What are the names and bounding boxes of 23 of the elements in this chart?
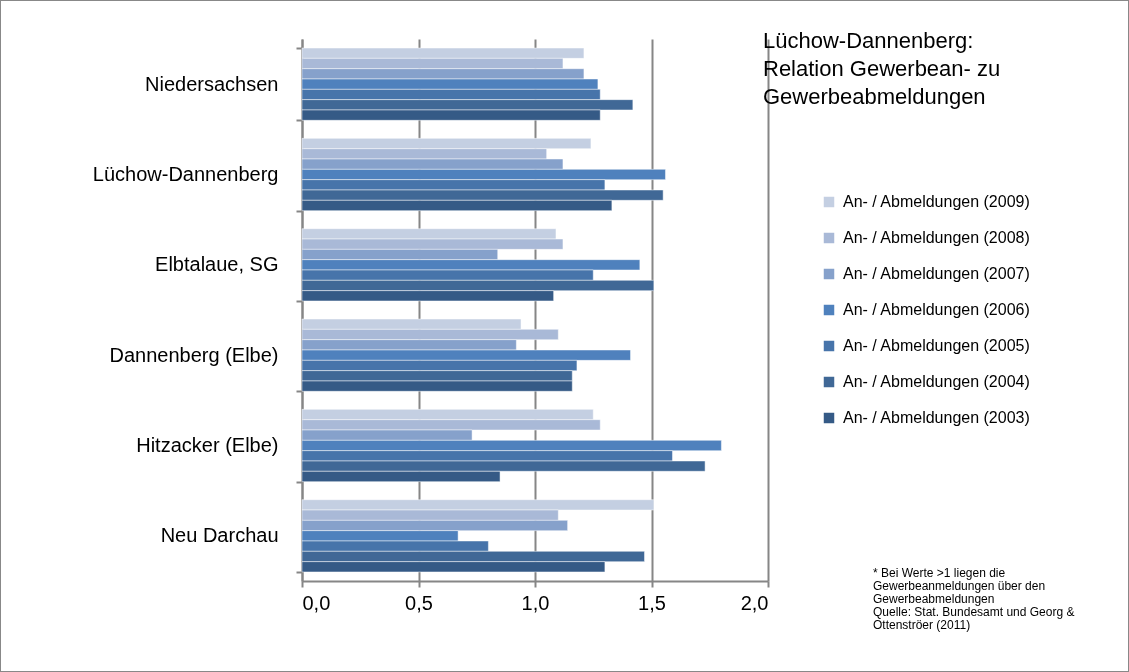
x-tick-label: 0,5 <box>405 591 433 614</box>
legend-label: An- / Abmeldungen (2008) <box>843 229 1030 246</box>
y-tick-label: Neu Darchau <box>160 524 279 547</box>
legend-label: An- / Abmeldungen (2005) <box>843 337 1030 354</box>
legend-label: An- / Abmeldungen (2009) <box>843 193 1030 210</box>
x-tick-label: 2,0 <box>740 591 769 614</box>
y-tick-label: Hitzacker (Elbe) <box>136 434 279 456</box>
x-tick-label: 1,5 <box>638 591 666 614</box>
x-tick-label: 1,0 <box>521 591 550 614</box>
source-note: Quelle: Stat. Bundesamt und Georg & Ottenströer (2011) <box>873 605 1076 632</box>
y-tick-label: Dannenberg (Elbe) <box>109 343 279 366</box>
text: Relation Gewerbean- zu <box>763 56 1001 81</box>
text: Lüchow-Dannenberg: <box>763 28 974 53</box>
legend-label: An- / Abmeldungen (2007) <box>843 265 1030 282</box>
legend-label: An- / Abmeldungen (2003) <box>843 409 1030 426</box>
y-tick-label: Niedersachsen <box>145 72 279 95</box>
y-tick-label: Lüchow-Dannenberg <box>92 163 279 185</box>
y-tick-label: Elbtalaue, SG <box>155 253 279 276</box>
x-tick-label: 0,0 <box>302 591 331 614</box>
legend-label: An- / Abmeldungen (2006) <box>843 301 1030 318</box>
text: Gewerbeabmeldungen <box>763 84 986 109</box>
legend-label: An- / Abmeldungen (2004) <box>843 373 1030 390</box>
text: * Bei Werte >1 liegen die Gewerbeanmeldungen über den Gewerbeabmeldungen <box>873 566 1047 606</box>
